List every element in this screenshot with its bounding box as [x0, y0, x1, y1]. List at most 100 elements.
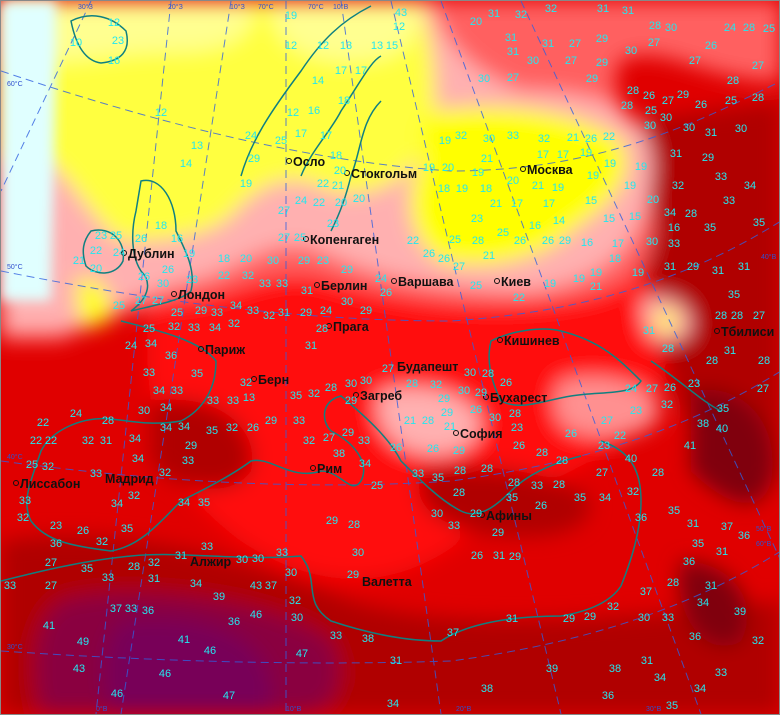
temperature-value: 26	[695, 99, 707, 111]
temperature-value: 26	[471, 550, 483, 562]
temperature-value: 19	[456, 183, 468, 195]
temperature-value: 23	[95, 230, 107, 242]
temperature-value: 32	[661, 399, 673, 411]
city-16[interactable]: Тбилиси	[714, 325, 775, 339]
city-5[interactable]: Лондон	[171, 288, 226, 302]
temperature-value: 33	[668, 238, 680, 250]
temperature-value: 28	[453, 487, 465, 499]
city-1[interactable]: Стокгольм	[344, 167, 418, 181]
city-9[interactable]: Париж	[198, 343, 246, 357]
city-8[interactable]: Киев	[494, 275, 532, 289]
city-4[interactable]: Копенгаген	[303, 233, 380, 247]
city-marker-icon	[344, 170, 350, 176]
temperature-value: 31	[175, 550, 187, 562]
graticule-label: 10°В	[333, 3, 349, 11]
temperature-value: 26	[162, 264, 174, 276]
temperature-value: 15	[629, 211, 641, 223]
temperature-value: 31	[687, 518, 699, 530]
city-6[interactable]: Берлин	[314, 279, 368, 293]
city-name: Лондон	[178, 288, 225, 302]
temperature-value: 32	[128, 490, 140, 502]
graticule-label: 50°С	[7, 263, 23, 271]
temperature-value: 16	[529, 220, 541, 232]
city-15[interactable]: Бухарест	[483, 391, 548, 405]
temperature-value: 25	[143, 323, 155, 335]
temperature-value: 34	[694, 683, 706, 695]
temperature-value: 12	[285, 40, 297, 52]
temperature-value: 21	[590, 281, 602, 293]
temperature-value: 34	[209, 322, 221, 334]
temperature-value: 37	[110, 603, 122, 615]
temperature-value: 28	[743, 22, 755, 34]
temperature-value: 22	[218, 270, 230, 282]
temperature-value: 21	[483, 250, 495, 262]
temperature-value: 17	[557, 149, 569, 161]
temperature-value: 13	[243, 392, 255, 404]
temperature-value: 12	[317, 40, 329, 52]
temperature-value: 39	[213, 591, 225, 603]
temperature-value: 21	[404, 415, 416, 427]
city-12[interactable]: Будапешт	[397, 360, 458, 374]
temperature-value: 32	[627, 486, 639, 498]
temperature-value: 20	[442, 162, 454, 174]
city-0[interactable]: Осло	[286, 155, 326, 169]
temperature-value: 28	[731, 310, 743, 322]
city-19[interactable]: Лиссабон	[13, 477, 81, 491]
temperature-value: 26	[427, 443, 439, 455]
temperature-value: 30	[431, 508, 443, 520]
temperature-value: 19	[240, 178, 252, 190]
temperature-value: 31	[390, 655, 402, 667]
temperature-value: 25	[371, 480, 383, 492]
temperature-value: 14	[312, 75, 324, 87]
city-marker-icon	[310, 465, 316, 471]
graticule-label: 10°В	[286, 705, 302, 713]
temperature-value: 35	[753, 217, 765, 229]
temperature-value: 32	[96, 536, 108, 548]
temperature-value: 31	[724, 345, 736, 357]
temperature-value: 28	[621, 100, 633, 112]
city-3[interactable]: Дублин	[121, 247, 175, 261]
temperature-value: 28	[662, 343, 674, 355]
temperature-value: 20	[335, 197, 347, 209]
temperature-value: 20	[353, 193, 365, 205]
temperature-value: 28	[685, 208, 697, 220]
graticule-label: 20°З	[168, 3, 183, 11]
temperature-value: 30	[236, 554, 248, 566]
city-17[interactable]: София	[453, 427, 503, 441]
temperature-value: 34	[664, 207, 676, 219]
city-2[interactable]: Москва	[520, 163, 574, 177]
city-20[interactable]: Рим	[310, 462, 343, 476]
temperature-value: 31	[705, 580, 717, 592]
temperature-value: 27	[646, 383, 658, 395]
city-13[interactable]: Берн	[251, 373, 290, 387]
temperature-value: 29	[341, 264, 353, 276]
temperature-value: 32	[240, 377, 252, 389]
city-7[interactable]: Варшава	[391, 275, 455, 289]
temperature-value: 28	[752, 92, 764, 104]
city-22[interactable]: Алжир	[190, 555, 232, 569]
city-11[interactable]: Кишинев	[497, 334, 560, 348]
city-23[interactable]: Валетта	[362, 575, 413, 589]
city-18[interactable]: Мадрид	[105, 472, 154, 486]
temperature-value: 32	[545, 3, 557, 15]
temperature-value: 23	[50, 520, 62, 532]
temperature-value: 26	[438, 253, 450, 265]
temperature-value: 19	[624, 180, 636, 192]
city-marker-icon	[483, 394, 489, 400]
city-10[interactable]: Прага	[326, 320, 370, 334]
city-marker-icon	[453, 430, 459, 436]
temperature-value: 29	[265, 415, 277, 427]
temperature-value: 18	[155, 220, 167, 232]
temperature-value: 26	[705, 40, 717, 52]
temperature-value: 30	[646, 236, 658, 248]
city-21[interactable]: Афины	[479, 509, 532, 523]
temperature-value: 26	[513, 440, 525, 452]
temperature-value: 46	[159, 668, 171, 680]
city-14[interactable]: Загреб	[353, 389, 403, 403]
city-name: Москва	[527, 163, 574, 177]
temperature-value: 13	[340, 40, 352, 52]
temperature-value: 17	[295, 128, 307, 140]
